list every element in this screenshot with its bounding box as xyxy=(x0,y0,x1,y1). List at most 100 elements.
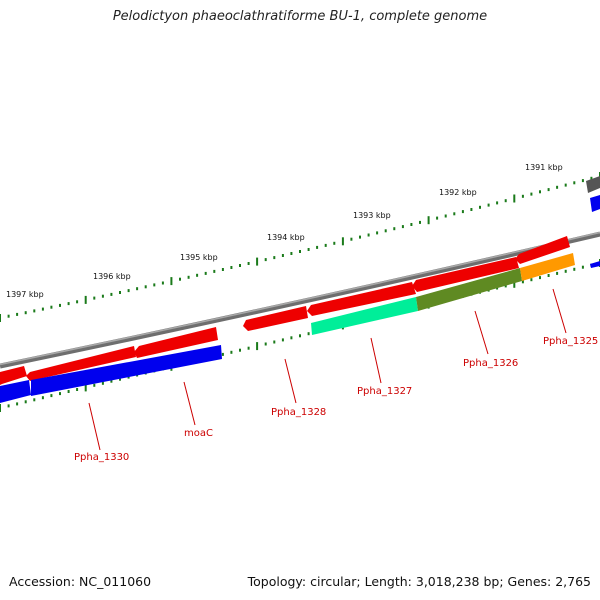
outer-tick-59 xyxy=(505,199,507,202)
inner-tick-28 xyxy=(239,349,241,352)
tick-label-1391: 1391 kbp xyxy=(525,163,563,172)
inner-tick-0 xyxy=(0,404,1,412)
tick-label-1394: 1394 kbp xyxy=(267,233,305,242)
gene-label-ppha-1330: Ppha_1330 xyxy=(74,452,129,463)
inner-tick-12 xyxy=(102,382,104,385)
outer-tick-51 xyxy=(436,217,438,220)
outer-tick-8 xyxy=(68,302,70,305)
outer-tick-46 xyxy=(393,227,395,230)
gene-label-ppha-1325: Ppha_1325 xyxy=(543,336,598,347)
outer-tick-11 xyxy=(93,297,95,300)
outer-tick-44 xyxy=(376,231,378,234)
outer-tick-2 xyxy=(16,313,18,316)
accession-text: Accession: NC_011060 xyxy=(9,574,151,589)
tick-label-1392: 1392 kbp xyxy=(439,188,477,197)
outer-tick-37 xyxy=(316,246,318,249)
blue-gene-top-right[interactable] xyxy=(590,195,600,212)
outer-tick-16 xyxy=(136,287,138,290)
outer-tick-26 xyxy=(222,268,224,271)
outer-tick-34 xyxy=(290,252,292,255)
tick-label-1395: 1395 kbp xyxy=(180,253,218,262)
leader-moac xyxy=(184,382,195,425)
outer-tick-53 xyxy=(453,212,455,215)
inner-tick-31 xyxy=(265,343,267,346)
outer-tick-52 xyxy=(445,215,447,218)
gene-reverse-right[interactable] xyxy=(590,261,600,268)
outer-tick-35 xyxy=(299,250,301,253)
outer-tick-43 xyxy=(368,234,370,237)
genome-map: 1391 kbp 1392 kbp 1393 kbp 1394 kbp 1395… xyxy=(0,0,600,600)
leader-ppha-1327 xyxy=(371,338,381,383)
tick-label-1393: 1393 kbp xyxy=(353,211,391,220)
outer-tick-18 xyxy=(153,283,155,286)
outer-tick-31 xyxy=(265,258,267,261)
inner-tick-63 xyxy=(539,276,541,279)
outer-tick-3 xyxy=(25,311,27,314)
outer-tick-49 xyxy=(419,221,421,224)
gene-label-ppha-1327: Ppha_1327 xyxy=(357,386,412,397)
outer-tick-6 xyxy=(50,306,52,309)
outer-tick-65 xyxy=(556,186,558,189)
outer-tick-48 xyxy=(410,223,412,226)
outer-tick-9 xyxy=(76,300,78,303)
inner-tick-34 xyxy=(290,336,292,339)
outer-tick-24 xyxy=(205,272,207,275)
outer-tick-17 xyxy=(145,285,147,288)
outer-tick-1 xyxy=(8,315,10,318)
outer-tick-57 xyxy=(488,204,490,207)
inner-tick-6 xyxy=(50,394,52,397)
outer-tick-62 xyxy=(530,193,532,196)
grey-gene[interactable] xyxy=(586,176,600,193)
inner-tick-5 xyxy=(42,396,44,399)
outer-tick-30 xyxy=(256,258,258,266)
outer-tick-14 xyxy=(119,291,121,294)
inner-tick-64 xyxy=(548,274,550,277)
outer-tick-54 xyxy=(462,210,464,213)
inner-tick-32 xyxy=(273,341,275,344)
inner-tick-35 xyxy=(299,334,301,337)
inner-tick-9 xyxy=(76,388,78,391)
outer-tick-32 xyxy=(273,256,275,259)
outer-tick-25 xyxy=(213,270,215,273)
inner-tick-30 xyxy=(256,342,258,350)
inner-tick-33 xyxy=(282,338,284,341)
outer-tick-7 xyxy=(59,304,61,307)
gene-label-ppha-1328: Ppha_1328 xyxy=(271,407,326,418)
inner-tick-3 xyxy=(25,400,27,403)
inner-tick-7 xyxy=(59,392,61,395)
inner-tick-8 xyxy=(68,390,70,393)
outer-tick-20 xyxy=(170,277,172,285)
inner-tick-4 xyxy=(33,398,35,401)
outer-tick-50 xyxy=(428,216,430,224)
outer-tick-0 xyxy=(0,314,1,322)
inner-tick-11 xyxy=(93,384,95,387)
outer-tick-60 xyxy=(513,195,515,203)
outer-tick-23 xyxy=(196,274,198,277)
inner-tick-27 xyxy=(230,351,232,354)
inner-tick-62 xyxy=(530,278,532,281)
leader-ppha-1330 xyxy=(89,403,100,450)
leader-ppha-1326 xyxy=(475,311,488,354)
inner-tick-68 xyxy=(582,266,584,269)
outer-tick-13 xyxy=(110,293,112,296)
outer-tick-19 xyxy=(162,282,164,285)
tick-label-1397: 1397 kbp xyxy=(6,290,44,299)
gene-reverse-left[interactable] xyxy=(0,380,31,403)
outer-tick-58 xyxy=(496,201,498,204)
outer-tick-66 xyxy=(565,184,567,187)
tick-label-1396: 1396 kbp xyxy=(93,272,131,281)
outer-tick-38 xyxy=(325,244,327,247)
outer-tick-64 xyxy=(548,188,550,191)
outer-tick-28 xyxy=(239,264,241,267)
outer-tick-33 xyxy=(282,254,284,257)
outer-tick-36 xyxy=(308,248,310,251)
inner-tick-36 xyxy=(308,332,310,335)
outer-tick-68 xyxy=(582,179,584,182)
inner-tick-67 xyxy=(573,268,575,271)
outer-tick-45 xyxy=(385,229,387,232)
outer-tick-39 xyxy=(333,242,335,245)
inner-tick-2 xyxy=(16,402,18,405)
genome-map-canvas: Pelodictyon phaeoclathratiforme BU-1, co… xyxy=(0,0,600,600)
outer-tick-56 xyxy=(479,206,481,209)
gene-label-moac: moaC xyxy=(184,428,213,439)
